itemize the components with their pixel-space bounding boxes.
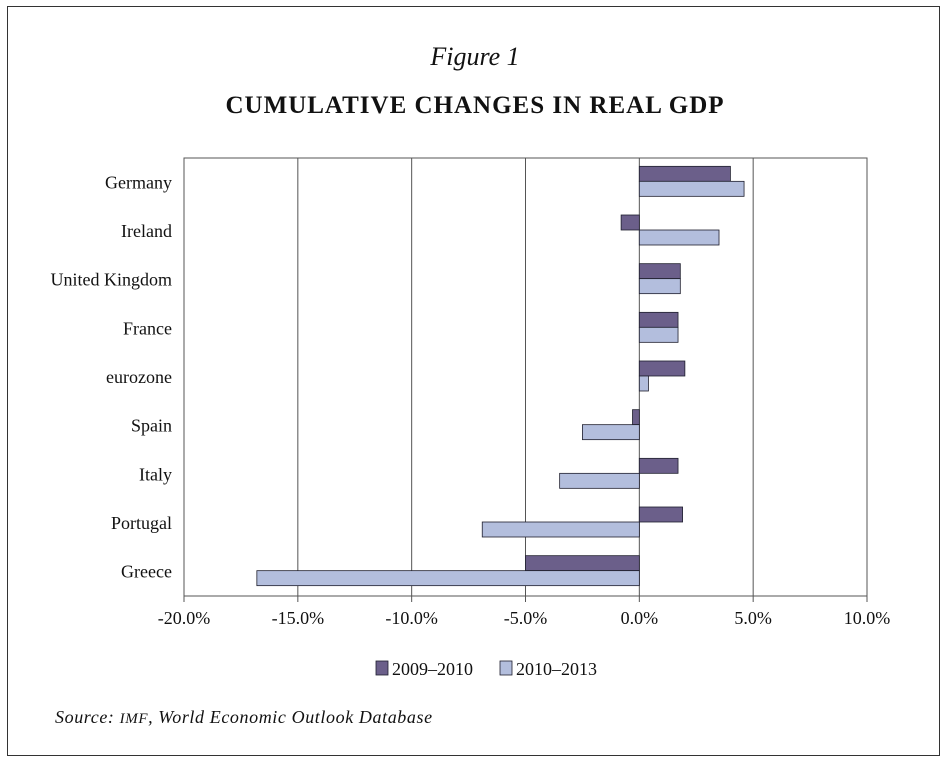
- category-label: Ireland: [121, 221, 172, 241]
- legend-label: 2009–2010: [392, 659, 473, 679]
- x-tick-label: -20.0%: [158, 608, 211, 628]
- bar-2010-2013: [582, 424, 640, 441]
- category-label: Italy: [139, 464, 172, 484]
- bar-2009-2010: [638, 311, 679, 328]
- category-label: United Kingdom: [51, 270, 173, 290]
- bar-2009-2010: [638, 360, 686, 377]
- bar-2009-2010: [632, 409, 640, 426]
- bar-2010-2013: [638, 326, 679, 343]
- bar-chart: -20.0% -15.0% -10.0% -5.0% 0.0% 5.0% 10.0% Germ…: [51, 157, 891, 679]
- category-label: Greece: [121, 562, 172, 582]
- bar-2009-2010: [638, 165, 731, 182]
- source-abbr: IMF: [119, 711, 149, 727]
- bar-2010-2013: [559, 472, 640, 489]
- category-label: Portugal: [111, 513, 172, 533]
- category-label: eurozone: [106, 367, 172, 387]
- figure-label: Figure 1: [430, 42, 520, 71]
- bar-2010-2013: [638, 278, 681, 295]
- x-tick-label: 0.0%: [621, 608, 659, 628]
- legend-swatch: [499, 660, 513, 676]
- source-note: Source: IMF, World Economic Outlook Data…: [55, 707, 433, 728]
- bar-2010-2013: [638, 180, 745, 197]
- x-tick-label: 10.0%: [844, 608, 891, 628]
- x-tick-label: -15.0%: [272, 608, 325, 628]
- bar-2010-2013: [638, 229, 720, 246]
- legend-label: 2010–2013: [516, 659, 597, 679]
- source-rest: , World Economic Outlook Database: [148, 707, 433, 727]
- legend-swatch: [375, 660, 389, 676]
- bar-2009-2010: [638, 506, 683, 523]
- x-tick-label: -5.0%: [504, 608, 548, 628]
- bar-2010-2013: [256, 570, 640, 587]
- category-label: Germany: [105, 172, 172, 192]
- bar-2009-2010: [525, 555, 640, 572]
- figure-frame: [7, 6, 940, 756]
- category-label: Spain: [131, 416, 172, 436]
- bar-2009-2010: [638, 457, 679, 474]
- bar-2010-2013: [481, 521, 640, 538]
- x-tick-label: 5.0%: [734, 608, 772, 628]
- chart-title: CUMULATIVE CHANGES IN REAL GDP: [225, 92, 725, 119]
- source-prefix: Source:: [55, 707, 115, 727]
- category-label: France: [123, 318, 172, 338]
- bar-2009-2010: [620, 214, 640, 231]
- bar-2010-2013: [638, 375, 649, 392]
- x-tick-label: -10.0%: [385, 608, 438, 628]
- bar-2009-2010: [638, 263, 681, 280]
